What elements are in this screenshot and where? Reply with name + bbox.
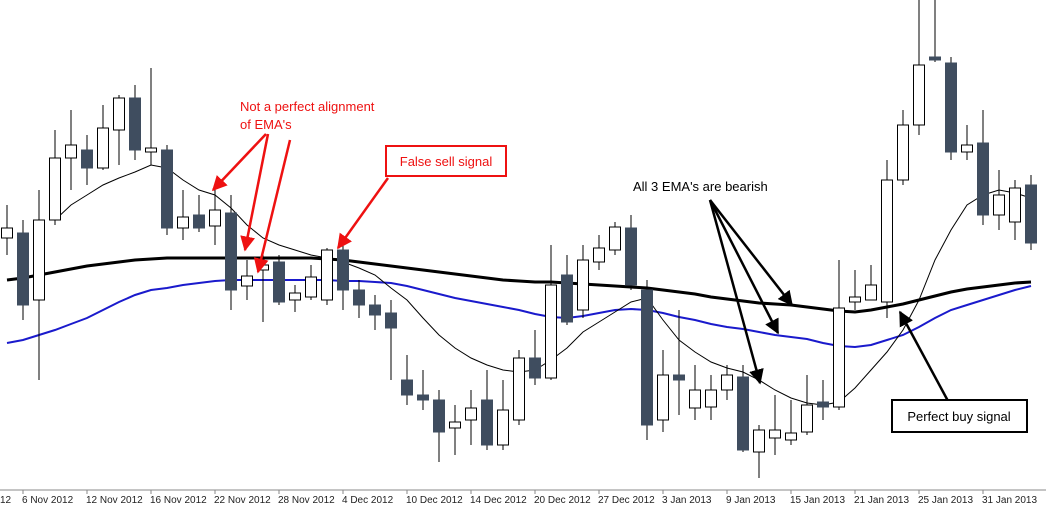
candle-body (177, 216, 189, 229)
candle-body (97, 127, 109, 169)
candle-body (273, 261, 285, 303)
candle-body (577, 259, 589, 311)
x-tick-label: 12 (0, 495, 12, 506)
candle-body (17, 232, 29, 306)
candle-body (881, 179, 893, 303)
candle-body (1025, 184, 1037, 244)
candle-body (737, 376, 749, 451)
x-tick-label: 22 Nov 2012 (214, 495, 271, 506)
candle-body (561, 274, 573, 323)
x-tick-label: 21 Jan 2013 (854, 495, 909, 506)
ema-line (6, 256, 1032, 314)
candle-body (321, 249, 333, 301)
candle-body (705, 389, 717, 408)
x-tick-label: 16 Nov 2012 (150, 495, 207, 506)
x-tick-label: 15 Jan 2013 (790, 495, 845, 506)
x-tick-label: 9 Jan 2013 (726, 495, 776, 506)
x-tick-label: 12 Nov 2012 (86, 495, 143, 506)
candle-body (785, 432, 797, 441)
x-tick-label: 14 Dec 2012 (470, 495, 527, 506)
candle-body (433, 399, 445, 433)
candle-body (513, 357, 525, 421)
candle-body (913, 64, 925, 126)
candle-body (113, 97, 125, 131)
x-tick-label: 28 Nov 2012 (278, 495, 335, 506)
candle-body (657, 374, 669, 421)
x-tick-label: 20 Dec 2012 (534, 495, 591, 506)
candle-body (833, 307, 845, 408)
candle-body (1009, 187, 1021, 223)
annotation-box (891, 399, 1028, 433)
candle-body (929, 56, 941, 61)
ema-line (6, 279, 1032, 349)
candle-body (369, 304, 381, 316)
candle-body (449, 421, 461, 429)
candle-body (753, 429, 765, 453)
candle-body (817, 401, 829, 408)
candle-body (977, 142, 989, 216)
plot-area (1, 0, 1037, 478)
candle-body (81, 149, 93, 169)
candle-body (609, 226, 621, 251)
x-tick-label: 31 Jan 2013 (982, 495, 1037, 506)
candle-body (417, 394, 429, 401)
annotation: Not a perfect alignment (240, 99, 375, 114)
x-tick-label: 4 Dec 2012 (342, 495, 394, 506)
candle-body (129, 97, 141, 151)
candle-body (337, 249, 349, 291)
annotation: Perfect buy signal (907, 409, 1010, 424)
candle-body (241, 275, 253, 287)
annotation: of EMA's (240, 117, 292, 132)
candle-body (689, 389, 701, 409)
candle-body (673, 374, 685, 381)
x-tick-label: 10 Dec 2012 (406, 495, 463, 506)
candle-body (401, 379, 413, 396)
candle-body (145, 147, 157, 153)
candle-body (593, 247, 605, 263)
candle-body (353, 289, 365, 306)
candle-body (945, 62, 957, 153)
ema-line (54, 164, 1032, 406)
candle-body (65, 144, 77, 159)
candle-body (209, 209, 221, 227)
annotation: False sell signal (400, 154, 493, 169)
candle-body (289, 292, 301, 301)
candle-body (625, 227, 637, 286)
candle-body (465, 407, 477, 421)
x-tick-label: 27 Dec 2012 (598, 495, 655, 506)
candle-body (545, 284, 557, 379)
candle-body (497, 409, 509, 446)
black-arrows (708, 199, 950, 402)
candle-body (161, 149, 173, 229)
candle-body (641, 289, 653, 426)
candle-body (225, 212, 237, 291)
annotation: All 3 EMA's are bearish (633, 179, 768, 194)
candle-body (769, 429, 781, 439)
candle-body (193, 214, 205, 229)
red-arrows (211, 133, 390, 274)
candle-body (801, 404, 813, 433)
x-tick-label: 25 Jan 2013 (918, 495, 973, 506)
candle-body (529, 357, 541, 379)
candle-body (865, 284, 877, 301)
annotations: Not a perfect alignment of EMA's False s… (211, 99, 1028, 433)
annotation-box (385, 145, 507, 177)
candle-body (849, 296, 861, 303)
x-tick-label: 3 Jan 2013 (662, 495, 712, 506)
candle-body (721, 374, 733, 391)
candle-body (897, 124, 909, 181)
candle-body (305, 276, 317, 298)
candle-body (481, 399, 493, 446)
candle-body (993, 194, 1005, 216)
candle-body (961, 144, 973, 153)
candle-body (385, 312, 397, 329)
candle-body (49, 157, 61, 221)
x-tick-label: 6 Nov 2012 (22, 495, 74, 506)
candle-body (1, 227, 13, 239)
candle-body (33, 219, 45, 301)
